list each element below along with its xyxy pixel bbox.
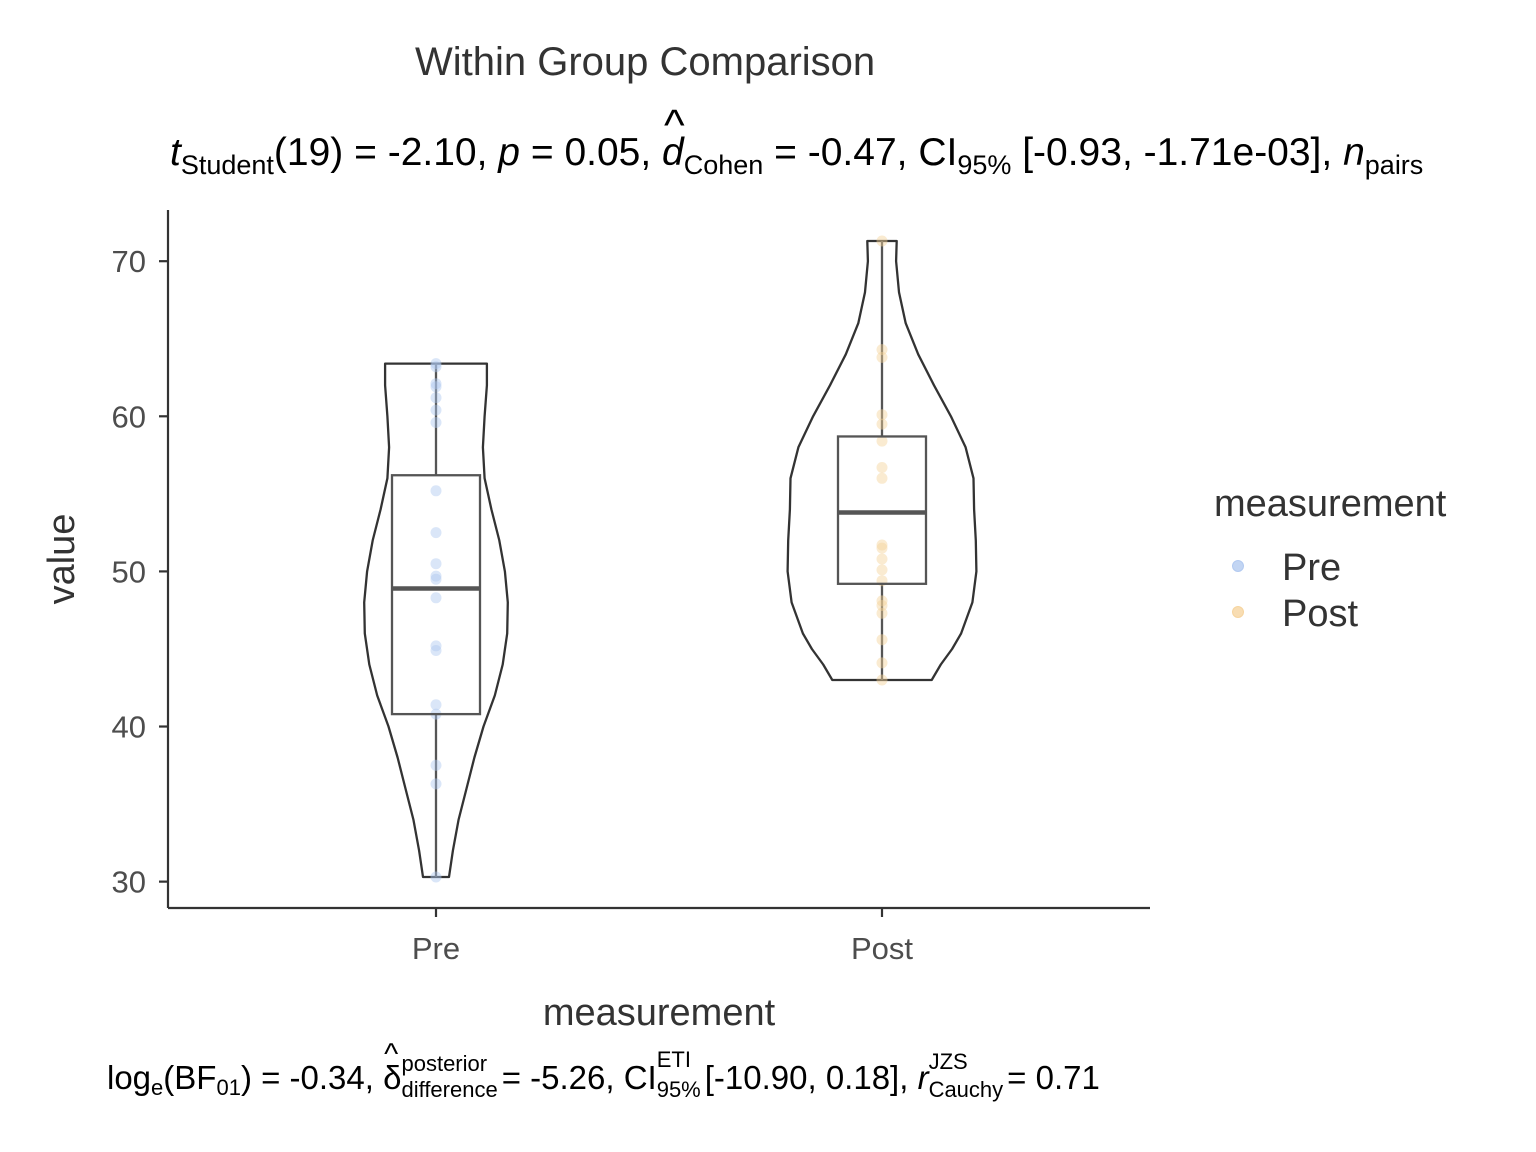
chart-subtitle: tStudent(19) = -2.10, p = 0.05, dCohen =…: [170, 131, 1423, 180]
data-point: [430, 645, 442, 656]
caption-ci-superscript: ETI: [657, 1047, 691, 1072]
data-point: [876, 564, 888, 576]
legend-key-pre: [1232, 560, 1244, 572]
y-axis-ticks: 30 40 50 60 70: [112, 244, 168, 900]
box-post: [836, 435, 928, 585]
data-point: [876, 235, 888, 247]
data-point: [430, 570, 442, 582]
legend-label-post: Post: [1282, 593, 1358, 635]
data-point: [876, 351, 888, 363]
data-point: [876, 542, 888, 554]
data-point: [430, 392, 442, 404]
data-point: [876, 600, 888, 611]
data-point: [876, 539, 888, 551]
caption-ci-value: [-10.90, 0.18],: [705, 1059, 918, 1096]
x-axis-ticks: Pre Post: [412, 908, 913, 966]
x-tick-label: Pre: [412, 931, 460, 966]
caption-r-symbol: r: [918, 1059, 931, 1096]
data-point: [876, 674, 888, 686]
caption-ci-subscript: 95%: [657, 1077, 701, 1102]
violin-pre: [363, 362, 509, 879]
violin-post: [786, 239, 978, 682]
caption-delta-hat: ^: [384, 1038, 398, 1071]
data-point: [430, 699, 442, 711]
caption-bf-value: ) = -0.34,: [241, 1059, 383, 1096]
data-point: [430, 378, 442, 390]
data-point: [430, 558, 442, 570]
caption-delta-symbol: δ: [383, 1059, 401, 1096]
data-point: [876, 418, 888, 430]
subtitle-d-hat: ^: [664, 101, 685, 150]
data-point: [430, 417, 442, 428]
data-point: [430, 871, 442, 883]
x-axis-title: measurement: [543, 992, 776, 1034]
data-point: [430, 527, 442, 539]
y-tick-label: 60: [112, 399, 146, 434]
subtitle-df-text: (19) = -2.10,: [274, 131, 498, 174]
chart-caption-continued: = -5.26, CIETI: [502, 1047, 691, 1096]
caption-bf-subscript: 01: [216, 1075, 240, 1100]
subtitle-ci-subscript: 95%: [957, 150, 1011, 180]
data-point: [876, 409, 888, 421]
data-point: [430, 592, 442, 604]
caption-log-subscript: e: [151, 1075, 163, 1100]
x-tick-label: Post: [851, 931, 913, 966]
box-pre: [390, 474, 482, 716]
series-pre: [363, 358, 509, 883]
data-point: [876, 657, 888, 669]
data-point: [876, 607, 888, 619]
subtitle-d-symbol: d: [662, 131, 685, 174]
data-point: [430, 573, 442, 585]
y-tick-label: 40: [112, 710, 146, 745]
legend-title: measurement: [1214, 483, 1447, 525]
chart-title: Within Group Comparison: [415, 40, 875, 84]
data-point: [430, 404, 442, 416]
data-point: [876, 435, 888, 447]
legend-key-post: [1232, 606, 1244, 618]
caption-log-text: log: [107, 1059, 151, 1096]
y-tick-label: 30: [112, 865, 146, 900]
chart-caption-tail: = 0.71: [1007, 1059, 1100, 1096]
data-point: [876, 472, 888, 484]
data-point: [430, 640, 442, 652]
chart-caption-end: [-10.90, 0.18], rJZS: [705, 1049, 968, 1096]
data-point: [430, 778, 442, 790]
subtitle-ci-text: [-0.93, -1.71e-03],: [1011, 131, 1343, 174]
subtitle-t-symbol: t: [170, 131, 183, 174]
data-point: [430, 381, 442, 393]
y-axis-title: value: [41, 514, 83, 605]
data-point: [876, 634, 888, 646]
y-tick-label: 50: [112, 554, 146, 589]
data-point: [430, 759, 442, 771]
caption-delta-value: = -5.26, CI: [502, 1059, 657, 1096]
subtitle-n-symbol: n: [1343, 131, 1365, 174]
caption-r-value: = 0.71: [1007, 1059, 1100, 1096]
caption-delta-superscript: posterior: [401, 1051, 487, 1076]
subtitle-student-subscript: Student: [181, 150, 275, 180]
data-point: [876, 344, 888, 356]
caption-bf-text: (BF: [163, 1059, 216, 1096]
data-point: [876, 595, 888, 607]
caption-r-superscript: JZS: [929, 1049, 968, 1074]
legend-label-pre: Pre: [1282, 547, 1341, 589]
chart-caption: loge(BF01) = -0.34, δposterior: [107, 1051, 487, 1100]
data-point: [430, 361, 442, 373]
y-tick-label: 70: [112, 244, 146, 279]
data-point: [430, 358, 442, 370]
plot-area: [363, 235, 978, 883]
caption-r-subscript: Cauchy: [929, 1077, 1004, 1102]
subtitle-cohen-text: = -0.47, CI: [763, 131, 957, 174]
data-point: [430, 485, 442, 497]
caption-delta-subscript: difference: [401, 1077, 497, 1102]
subtitle-p-symbol: p: [497, 131, 520, 174]
series-post: [786, 235, 978, 686]
subtitle-cohen-subscript: Cohen: [684, 150, 764, 180]
data-point: [876, 553, 888, 565]
subtitle-pairs-subscript: pairs: [1365, 150, 1424, 180]
subtitle-p-text: = 0.05,: [520, 131, 662, 174]
data-point: [876, 462, 888, 473]
